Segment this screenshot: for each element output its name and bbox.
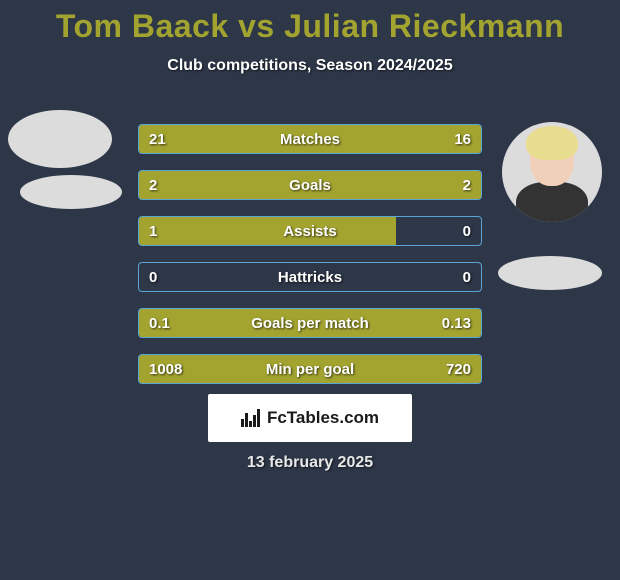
stat-label: Min per goal xyxy=(139,355,481,383)
player-right-avatar xyxy=(502,122,602,222)
stat-row: 00Hattricks xyxy=(138,262,482,292)
avatar-body xyxy=(516,182,588,222)
stat-row: 10Assists xyxy=(138,216,482,246)
stat-label: Hattricks xyxy=(139,263,481,291)
subtitle: Club competitions, Season 2024/2025 xyxy=(0,57,620,75)
date-text: 13 february 2025 xyxy=(0,454,620,472)
player-right-tag xyxy=(498,256,602,290)
stat-label: Goals per match xyxy=(139,309,481,337)
avatar-hair xyxy=(526,126,578,160)
player-left-avatar xyxy=(8,110,112,168)
player-left-tag xyxy=(20,175,122,209)
stat-row: 2116Matches xyxy=(138,124,482,154)
stat-label: Goals xyxy=(139,171,481,199)
logo-chart-icon xyxy=(241,409,263,427)
stat-label: Assists xyxy=(139,217,481,245)
logo-text: FcTables.com xyxy=(267,408,379,428)
stat-label: Matches xyxy=(139,125,481,153)
stat-row: 0.10.13Goals per match xyxy=(138,308,482,338)
stat-row: 22Goals xyxy=(138,170,482,200)
logo-box: FcTables.com xyxy=(208,394,412,442)
stats-bars: 2116Matches 22Goals 10Assists 00Hattricks 0.… xyxy=(138,124,482,400)
stat-row: 1008720Min per goal xyxy=(138,354,482,384)
page-title: Tom Baack vs Julian Rieckmann xyxy=(0,0,620,45)
